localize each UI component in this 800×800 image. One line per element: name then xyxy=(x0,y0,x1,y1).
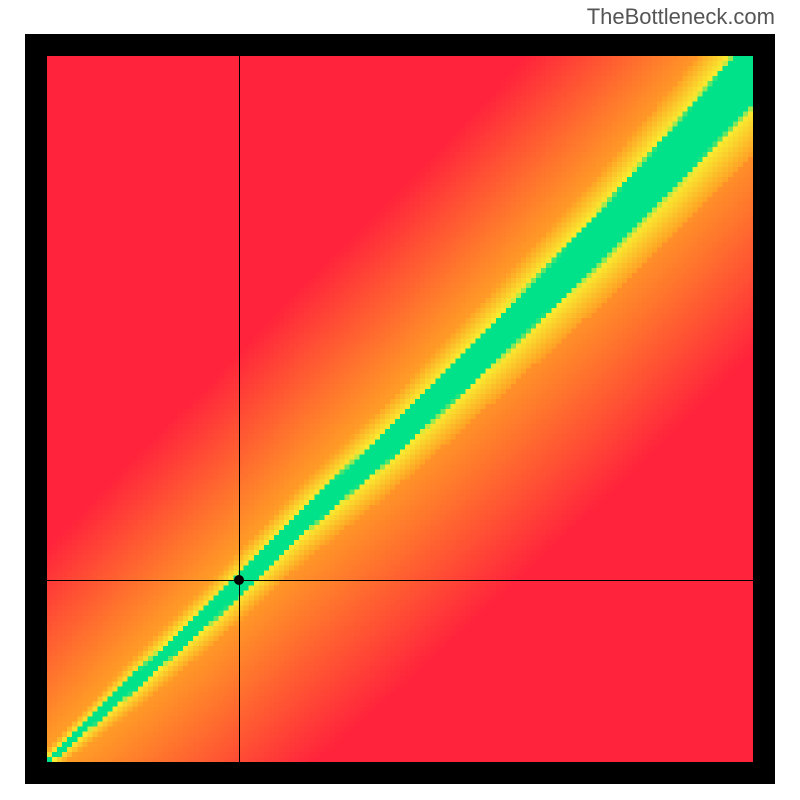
watermark-text: TheBottleneck.com xyxy=(587,4,775,30)
crosshair-vertical xyxy=(239,56,240,762)
crosshair-marker xyxy=(234,575,244,585)
page-root: { "watermark": { "text": "TheBottleneck.… xyxy=(0,0,800,800)
crosshair-horizontal xyxy=(47,580,753,581)
chart-frame xyxy=(25,34,775,784)
bottleneck-heatmap xyxy=(47,56,753,762)
